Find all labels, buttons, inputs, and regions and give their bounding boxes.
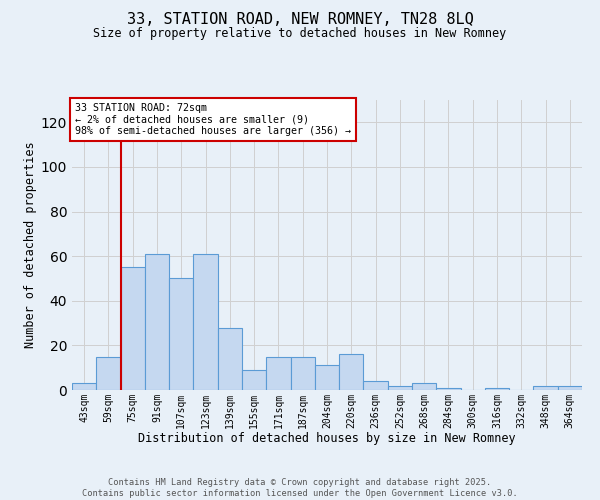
Bar: [436, 388, 461, 390]
Bar: [96, 356, 121, 390]
Bar: [72, 384, 96, 390]
Bar: [218, 328, 242, 390]
Bar: [339, 354, 364, 390]
Bar: [121, 268, 145, 390]
Bar: [558, 386, 582, 390]
Text: 33 STATION ROAD: 72sqm
← 2% of detached houses are smaller (9)
98% of semi-detac: 33 STATION ROAD: 72sqm ← 2% of detached …: [74, 103, 350, 136]
Bar: [315, 366, 339, 390]
Bar: [169, 278, 193, 390]
Text: Contains HM Land Registry data © Crown copyright and database right 2025.
Contai: Contains HM Land Registry data © Crown c…: [82, 478, 518, 498]
Y-axis label: Number of detached properties: Number of detached properties: [23, 142, 37, 348]
Bar: [290, 356, 315, 390]
Bar: [485, 388, 509, 390]
X-axis label: Distribution of detached houses by size in New Romney: Distribution of detached houses by size …: [138, 432, 516, 445]
Bar: [145, 254, 169, 390]
Bar: [412, 384, 436, 390]
Bar: [364, 381, 388, 390]
Bar: [266, 356, 290, 390]
Text: Size of property relative to detached houses in New Romney: Size of property relative to detached ho…: [94, 28, 506, 40]
Bar: [388, 386, 412, 390]
Bar: [242, 370, 266, 390]
Text: 33, STATION ROAD, NEW ROMNEY, TN28 8LQ: 33, STATION ROAD, NEW ROMNEY, TN28 8LQ: [127, 12, 473, 28]
Bar: [533, 386, 558, 390]
Bar: [193, 254, 218, 390]
